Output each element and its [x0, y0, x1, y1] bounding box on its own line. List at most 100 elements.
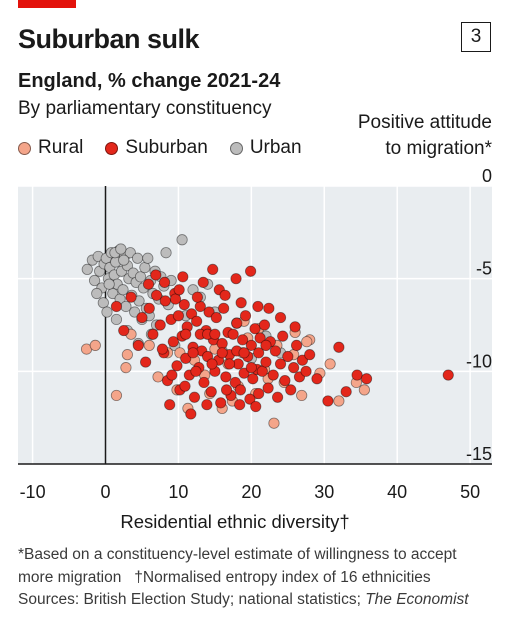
point-suburban: [253, 347, 265, 359]
point-suburban: [169, 293, 182, 305]
point-suburban: [215, 397, 227, 409]
point-suburban: [190, 365, 202, 377]
point-rural: [143, 339, 155, 351]
point-suburban: [254, 332, 266, 344]
point-suburban: [245, 265, 257, 277]
y-tick-label: -10: [466, 351, 492, 371]
point-suburban: [191, 291, 203, 303]
chart-number-badge: 3: [461, 22, 491, 52]
point-urban: [124, 247, 136, 259]
legend-item-rural: Rural: [18, 137, 83, 159]
point-suburban: [229, 376, 241, 389]
point-suburban: [234, 384, 247, 396]
point-suburban: [210, 311, 222, 324]
chart-subtitle: England, % change 2021-24: [18, 70, 281, 92]
point-urban: [176, 234, 188, 246]
point-suburban: [167, 336, 179, 348]
point-suburban: [235, 297, 247, 309]
chart-subsubtitle: By parliamentary constituency: [18, 98, 272, 119]
footnote-line-1: *Based on a constituency-level estimate …: [18, 546, 457, 563]
point-urban: [142, 252, 154, 264]
point-suburban: [216, 337, 228, 350]
point-suburban: [177, 271, 189, 283]
point-suburban: [150, 269, 162, 281]
point-suburban: [230, 273, 242, 285]
point-suburban: [249, 323, 261, 335]
point-rural: [120, 362, 132, 374]
point-suburban: [207, 263, 219, 275]
legend-item-urban: Urban: [229, 137, 302, 159]
point-suburban: [154, 319, 166, 331]
x-tick-label: 10: [168, 482, 188, 502]
point-suburban: [216, 347, 228, 359]
point-suburban: [173, 284, 185, 296]
point-suburban: [185, 408, 197, 420]
footnote-line-2: more migration †Normalised entropy index…: [18, 567, 498, 590]
point-suburban: [218, 302, 230, 314]
x-tick-label: 30: [314, 482, 334, 502]
point-suburban: [223, 358, 236, 370]
point-suburban: [245, 339, 257, 351]
legend-item-suburban: Suburban: [105, 137, 208, 159]
point-suburban: [267, 369, 279, 381]
point-suburban: [171, 360, 183, 372]
chart-title: Suburban sulk: [18, 24, 200, 54]
point-suburban: [179, 380, 191, 392]
point-suburban: [205, 386, 217, 398]
point-urban: [160, 247, 172, 259]
footnote-sources: Sources: British Election Study; nationa…: [18, 589, 498, 612]
point-suburban: [125, 291, 137, 303]
point-suburban: [238, 347, 250, 359]
point-suburban: [142, 278, 155, 290]
point-suburban: [187, 347, 199, 359]
point-urban: [91, 287, 103, 300]
point-urban: [97, 297, 109, 309]
point-suburban: [147, 328, 159, 340]
point-suburban: [245, 362, 257, 374]
point-suburban: [185, 308, 198, 320]
brand-bar: [18, 0, 76, 8]
point-suburban: [188, 391, 201, 403]
point-suburban: [285, 384, 297, 396]
point-suburban: [143, 302, 155, 314]
point-urban: [118, 254, 130, 266]
point-suburban: [296, 354, 308, 366]
point-suburban: [247, 373, 259, 385]
legend: Rural Suburban Urban: [18, 137, 324, 159]
point-suburban: [164, 399, 176, 411]
point-suburban: [269, 345, 282, 357]
point-suburban: [322, 395, 334, 407]
x-tick-label: -10: [20, 482, 46, 502]
point-suburban: [277, 330, 289, 342]
point-suburban: [279, 374, 291, 387]
point-suburban: [180, 328, 192, 340]
point-suburban: [156, 343, 168, 355]
point-suburban: [289, 321, 301, 333]
point-suburban: [300, 365, 312, 377]
point-suburban: [110, 300, 123, 313]
legend-swatch-rural: [18, 141, 31, 155]
point-suburban: [260, 339, 272, 351]
point-suburban: [178, 299, 190, 311]
point-urban: [81, 263, 93, 275]
point-suburban: [231, 317, 243, 329]
point-suburban: [158, 276, 171, 288]
point-suburban: [136, 311, 148, 324]
x-tick-label: 50: [460, 482, 480, 502]
x-tick-label: 20: [241, 482, 261, 502]
point-urban: [107, 287, 119, 300]
point-urban: [117, 284, 129, 296]
point-suburban: [227, 328, 239, 340]
point-suburban: [197, 276, 209, 288]
point-suburban: [290, 339, 303, 351]
x-tick-label: 0: [100, 482, 110, 502]
point-rural: [268, 417, 280, 429]
point-urban: [110, 313, 123, 326]
point-suburban: [234, 399, 246, 411]
legend-swatch-urban: [229, 141, 243, 155]
point-suburban: [191, 315, 203, 327]
point-suburban: [198, 376, 210, 389]
point-suburban: [239, 310, 252, 322]
point-suburban: [288, 362, 300, 374]
point-rural: [301, 336, 313, 348]
